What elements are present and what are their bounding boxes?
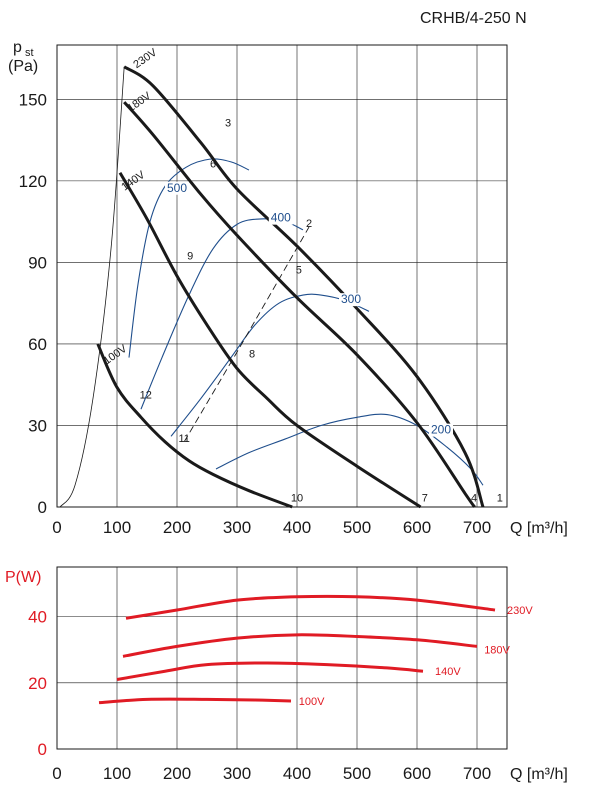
x-tick-label: 400 (283, 518, 311, 537)
x-tick-label: 500 (343, 518, 371, 537)
point-label: 10 (291, 493, 303, 505)
pressure-chart: 0 100 200 300 400 500 600 700 0 30 60 90 120 150 p st(P… (8, 39, 568, 537)
point-label: 3 (225, 118, 231, 130)
plot-frame (56, 566, 508, 750)
x-tick-label: 700 (463, 764, 491, 783)
speed-curve-180V (123, 101, 476, 508)
efficiency-label: 200 (431, 423, 451, 437)
voltage-label: 100V (101, 342, 129, 367)
x-axis-label: Q [m³/h] (510, 766, 568, 783)
power-curve-100V (98, 697, 292, 705)
y-tick-label: 120 (19, 172, 47, 191)
point-label: 8 (249, 349, 255, 361)
power-curve-230V (125, 594, 496, 620)
series-label: 180V (484, 645, 510, 657)
x-tick-label: 700 (463, 518, 491, 537)
point-label: 9 (187, 251, 193, 263)
x-tick-label: 600 (403, 518, 431, 537)
x-tick-label: 300 (223, 764, 251, 783)
x-tick-label: 600 (403, 764, 431, 783)
efficiency-label: 300 (341, 292, 361, 306)
x-tick-label: 500 (343, 764, 371, 783)
y-tick-label: 150 (19, 90, 47, 109)
point-label: 12 (140, 389, 152, 401)
efficiency-label-bg (429, 423, 453, 437)
series-label: 230V (507, 605, 533, 617)
series-label: 140V (435, 666, 461, 678)
point-label: 2 (306, 218, 312, 230)
system-curve (59, 66, 125, 508)
voltage-label: 230V (131, 46, 159, 71)
voltage-label: 180V (125, 90, 153, 115)
x-tick-label: 400 (283, 764, 311, 783)
y-tick-label: 0 (38, 498, 47, 517)
efficiency-label-bg (165, 181, 189, 195)
x-tick-label: 300 (223, 518, 251, 537)
point-label: 5 (296, 264, 302, 276)
point-label: 4 (471, 493, 477, 505)
efficiency-curve-300 (170, 293, 370, 437)
model-title: CRHB/4-250 N (420, 10, 527, 27)
efficiency-label-bg (339, 293, 363, 307)
x-tick-label: 100 (103, 518, 131, 537)
x-tick-label: 200 (163, 518, 191, 537)
speed-curve-140V (118, 171, 422, 509)
voltage-label: 140V (119, 168, 147, 193)
power-curve-180V (122, 633, 478, 658)
efficiency-curve-500 (128, 158, 250, 358)
x-tick-label: 0 (52, 764, 61, 783)
y-tick-label: 0 (38, 740, 47, 759)
point-label: 11 (178, 433, 189, 445)
x-tick-label: 200 (163, 764, 191, 783)
y-tick-label: 40 (28, 608, 47, 627)
point-label: 7 (422, 493, 428, 505)
plot-frame (56, 44, 508, 508)
y-axis-label-sub: st (25, 47, 34, 59)
efficiency-label: 400 (271, 211, 291, 225)
y-axis-label: p (13, 39, 22, 56)
series-label: 100V (299, 696, 325, 708)
efficiency-curve-400 (140, 218, 304, 410)
speed-curve-100V (96, 343, 293, 509)
point-label: 6 (210, 158, 216, 170)
power-curve-140V (116, 661, 424, 681)
y-tick-label: 60 (28, 335, 47, 354)
efficiency-label-bg (268, 211, 293, 225)
y-tick-label: 90 (28, 253, 47, 272)
y-tick-label: 20 (28, 674, 47, 693)
x-axis-label: Q [m³/h] (510, 520, 568, 537)
point-label: 1 (497, 493, 503, 505)
x-tick-label: 100 (103, 764, 131, 783)
y-tick-label: 30 (28, 416, 47, 435)
y-axis-label: P(W) (5, 569, 41, 586)
y-axis-unit: (Pa) (8, 58, 38, 75)
efficiency-curve-200 (215, 413, 484, 486)
power-chart: 0 100 200 300 400 500 600 700 0 20 40 P(W) Q [m³/h] 2… (5, 566, 568, 783)
x-tick-label: 0 (52, 518, 61, 537)
efficiency-label: 500 (167, 181, 187, 195)
operating-line (183, 226, 310, 443)
